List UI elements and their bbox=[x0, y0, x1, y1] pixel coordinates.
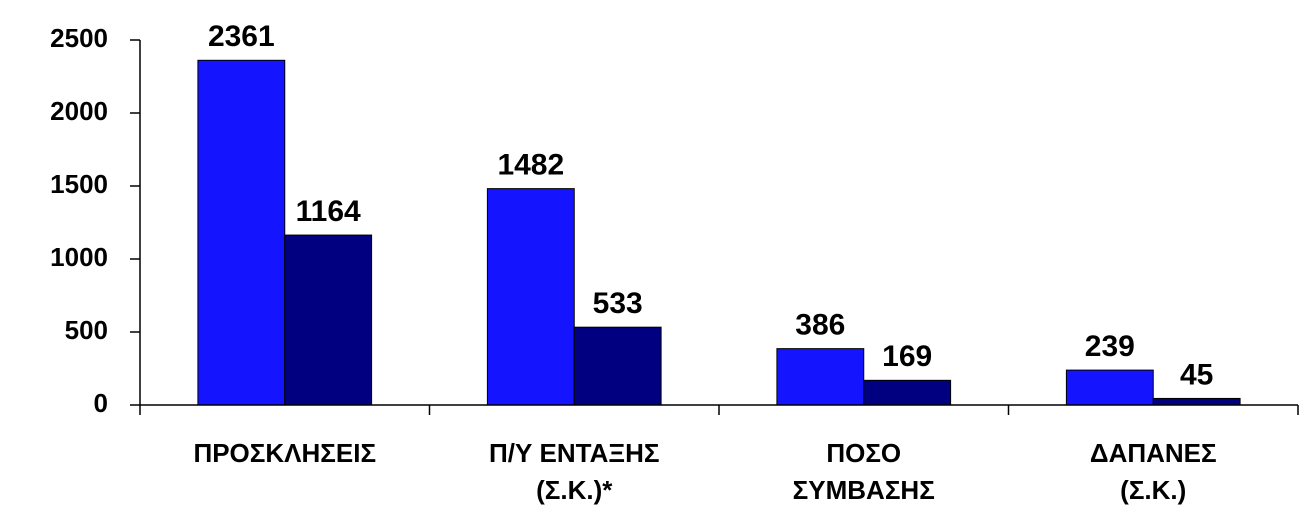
bar bbox=[284, 234, 373, 406]
x-tick-label: ΔΑΠΑΝΕΣ bbox=[1090, 438, 1217, 468]
y-tick-label: 2500 bbox=[50, 23, 108, 53]
bar bbox=[1152, 397, 1241, 406]
bar bbox=[197, 59, 286, 406]
x-tick-label: ΠΟΣΟ bbox=[826, 438, 901, 468]
x-tick-label: (Σ.Κ.) bbox=[1120, 475, 1186, 505]
bar bbox=[486, 188, 575, 406]
value-label: 2361 bbox=[208, 20, 275, 53]
x-tick-label: (Σ.Κ.)* bbox=[536, 475, 613, 505]
value-label: 239 bbox=[1085, 330, 1135, 363]
x-tick-label: ΠΡΟΣΚΛΗΣΕΙΣ bbox=[193, 438, 376, 468]
y-tick-label: 0 bbox=[94, 388, 108, 418]
y-tick-label: 500 bbox=[65, 315, 108, 345]
y-tick-label: 1000 bbox=[50, 242, 108, 272]
y-tick-label: 2000 bbox=[50, 96, 108, 126]
x-tick-label: Π/Υ ΕΝΤΑΞΗΣ bbox=[489, 438, 660, 468]
value-label: 1482 bbox=[497, 149, 564, 182]
value-label: 169 bbox=[882, 340, 932, 373]
y-tick-label: 1500 bbox=[50, 169, 108, 199]
bar bbox=[776, 348, 865, 406]
bar bbox=[863, 379, 952, 406]
value-label: 386 bbox=[795, 309, 845, 342]
bar bbox=[1065, 369, 1154, 406]
value-label: 1164 bbox=[296, 195, 361, 228]
x-tick-label: ΣΥΜΒΑΣΗΣ bbox=[793, 475, 935, 505]
bar bbox=[573, 326, 662, 406]
value-label: 45 bbox=[1180, 358, 1213, 391]
value-label: 533 bbox=[593, 287, 643, 320]
